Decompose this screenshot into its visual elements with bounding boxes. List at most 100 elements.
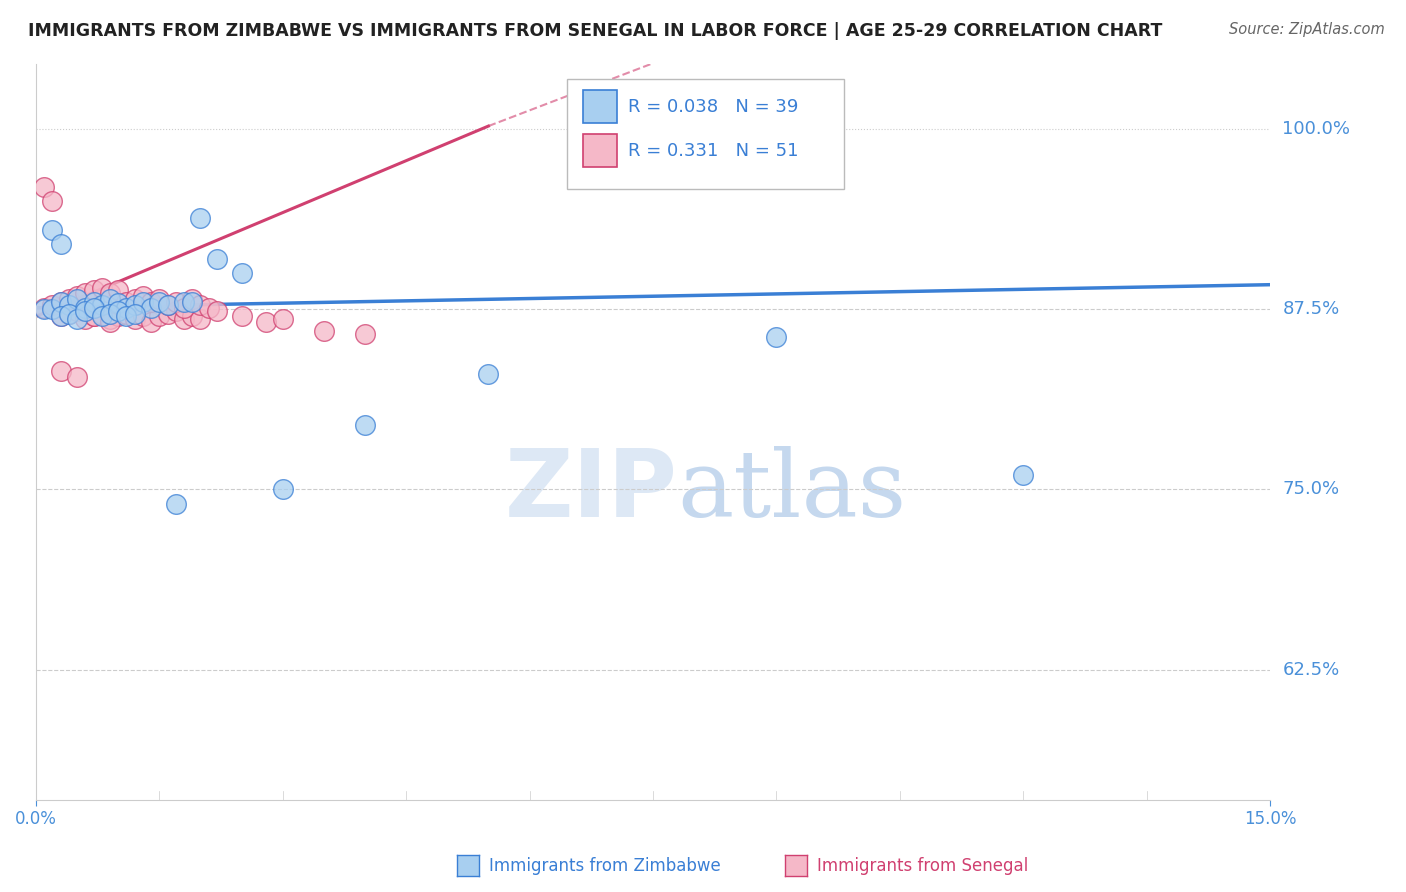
Point — [41, 298, 63, 312]
Point — [181, 295, 204, 310]
Point — [83, 310, 105, 324]
Point — [139, 301, 162, 315]
Point — [205, 303, 228, 318]
Point — [139, 295, 162, 310]
FancyBboxPatch shape — [582, 134, 617, 167]
Point — [765, 329, 787, 343]
Point — [83, 295, 105, 310]
Text: R = 0.331   N = 51: R = 0.331 N = 51 — [628, 142, 799, 160]
Text: Immigrants from Senegal: Immigrants from Senegal — [817, 856, 1028, 875]
Point — [90, 280, 112, 294]
Point — [124, 307, 146, 321]
Point — [354, 326, 377, 341]
Point — [124, 312, 146, 326]
Point — [231, 310, 253, 324]
Point — [49, 295, 72, 310]
Point — [124, 298, 146, 312]
Point — [173, 312, 195, 326]
Text: 75.0%: 75.0% — [1282, 481, 1340, 499]
Point — [98, 312, 121, 326]
Point — [1012, 468, 1035, 483]
Point — [165, 295, 187, 310]
Point — [107, 310, 129, 324]
Point — [107, 303, 129, 318]
Point — [75, 312, 97, 326]
Point — [90, 298, 112, 312]
Point — [107, 296, 129, 310]
Point — [181, 292, 204, 306]
Point — [49, 310, 72, 324]
Point — [354, 417, 377, 432]
Point — [115, 307, 138, 321]
Point — [148, 295, 170, 310]
Point — [156, 298, 179, 312]
Point — [75, 301, 97, 315]
Point — [98, 286, 121, 301]
Point — [98, 307, 121, 321]
Text: atlas: atlas — [678, 446, 907, 535]
Point — [132, 310, 155, 324]
Point — [115, 295, 138, 310]
Point — [58, 298, 80, 312]
Point — [32, 179, 55, 194]
Point — [156, 307, 179, 321]
Point — [148, 310, 170, 324]
Point — [148, 292, 170, 306]
Point — [190, 211, 212, 226]
Text: IMMIGRANTS FROM ZIMBABWE VS IMMIGRANTS FROM SENEGAL IN LABOR FORCE | AGE 25-29 C: IMMIGRANTS FROM ZIMBABWE VS IMMIGRANTS F… — [28, 22, 1163, 40]
Point — [312, 324, 335, 338]
Point — [75, 303, 97, 318]
Point — [173, 301, 195, 315]
Point — [107, 284, 129, 298]
Text: Source: ZipAtlas.com: Source: ZipAtlas.com — [1229, 22, 1385, 37]
Point — [58, 307, 80, 321]
Point — [156, 298, 179, 312]
Text: 100.0%: 100.0% — [1282, 120, 1350, 138]
Point — [49, 310, 72, 324]
Point — [181, 310, 204, 324]
Point — [83, 310, 105, 324]
Point — [41, 194, 63, 208]
Point — [49, 237, 72, 252]
Point — [66, 292, 89, 306]
Point — [83, 284, 105, 298]
Point — [75, 286, 97, 301]
Point — [254, 315, 277, 329]
Point — [41, 302, 63, 317]
Point — [49, 295, 72, 310]
Point — [132, 295, 155, 310]
Point — [90, 307, 112, 321]
Point — [271, 483, 294, 497]
Point — [58, 292, 80, 306]
Point — [83, 301, 105, 315]
Point — [66, 312, 89, 326]
Text: 87.5%: 87.5% — [1282, 301, 1340, 318]
Point — [165, 303, 187, 318]
FancyBboxPatch shape — [582, 90, 617, 123]
Point — [32, 302, 55, 317]
Point — [197, 301, 219, 315]
Point — [115, 301, 138, 315]
Text: R = 0.038   N = 39: R = 0.038 N = 39 — [628, 98, 799, 116]
Point — [271, 312, 294, 326]
Point — [205, 252, 228, 266]
Point — [66, 289, 89, 303]
Point — [49, 364, 72, 378]
Point — [477, 367, 499, 381]
Text: Immigrants from Zimbabwe: Immigrants from Zimbabwe — [489, 856, 721, 875]
Point — [231, 266, 253, 280]
Point — [139, 315, 162, 329]
Point — [32, 301, 55, 315]
Point — [90, 310, 112, 324]
Point — [132, 289, 155, 303]
Text: ZIP: ZIP — [505, 444, 678, 537]
Point — [98, 292, 121, 306]
Point — [165, 497, 187, 511]
FancyBboxPatch shape — [567, 78, 844, 189]
Point — [173, 295, 195, 310]
Point — [98, 315, 121, 329]
Point — [66, 370, 89, 384]
Point — [190, 312, 212, 326]
Point — [115, 310, 138, 324]
Point — [58, 307, 80, 321]
